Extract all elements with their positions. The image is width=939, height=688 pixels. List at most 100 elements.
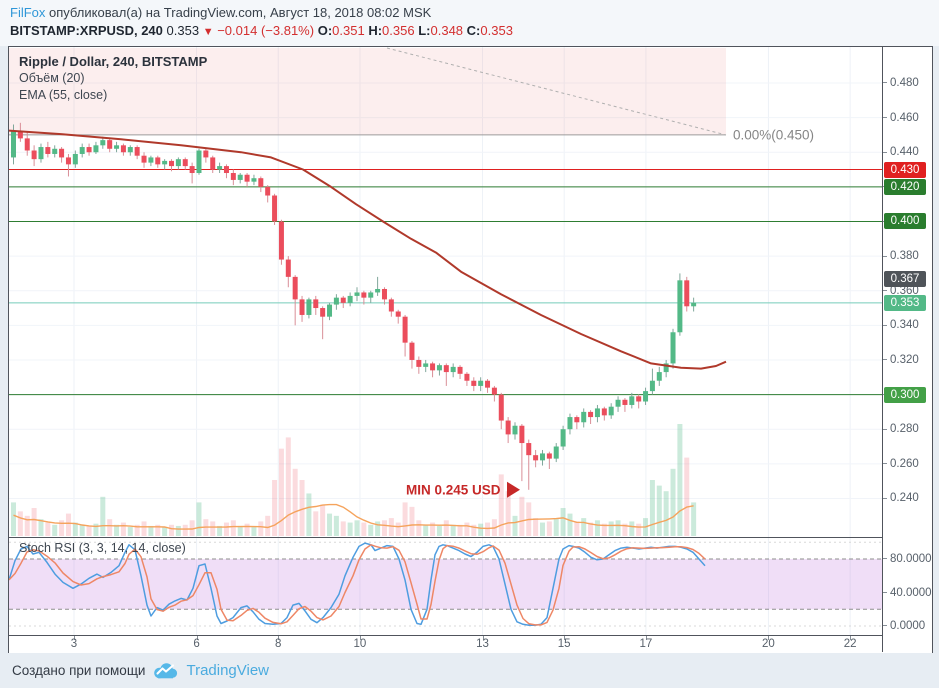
volume-bar [347, 522, 353, 536]
price-badge: 0.420 [884, 178, 926, 195]
volume-bar [272, 480, 278, 536]
candle-body [663, 363, 669, 373]
volume-bar [395, 522, 401, 536]
candle-body [526, 443, 532, 456]
candle-body [457, 366, 463, 374]
tradingview-brand-link[interactable]: TradingView [186, 661, 270, 679]
candle-body [100, 140, 106, 146]
candle-body [608, 406, 614, 416]
volume-bar [278, 448, 284, 536]
volume-bar [244, 523, 250, 536]
tradingview-logo-icon[interactable] [152, 661, 179, 680]
volume-bar [86, 525, 92, 536]
publication-byline: FilFox опубликовал(а) на TradingView.com… [10, 5, 431, 20]
volume-bar [148, 525, 154, 536]
volume-bar [72, 522, 78, 536]
volume-bar [230, 520, 236, 536]
candle-body [381, 288, 387, 300]
candle-body [553, 446, 559, 459]
candle-body [622, 399, 628, 405]
main-plot-svg[interactable]: 0.00%(0.450) MIN 0.245 USD [9, 47, 882, 537]
candle-body [436, 365, 442, 371]
candle-body [217, 166, 223, 170]
price-badge: 0.353 [884, 294, 926, 311]
time-axis[interactable]: 3 6 8 10 13 15 17 20 22 [9, 635, 932, 653]
candle-body [581, 411, 587, 423]
publication-header: FilFox опубликовал(а) на TradingView.com… [0, 0, 939, 46]
candle-body [127, 147, 133, 153]
time-tick-label: 13 [476, 638, 489, 650]
footer: Создано при помощи TradingView [12, 658, 269, 682]
candle-body [512, 425, 518, 435]
min-price-annotation: MIN 0.245 USD [406, 482, 501, 497]
price-axis[interactable]: 0.480 0.460 0.440 0.420 0.400 0.380 0.360 0.340… [882, 47, 932, 652]
candle-body [691, 302, 697, 307]
volume-bar [512, 515, 518, 536]
volume-bar [622, 523, 628, 536]
candle-body [395, 311, 401, 317]
candle-body [588, 411, 594, 418]
time-tick-mark [645, 636, 647, 640]
volume-bar [217, 525, 223, 536]
volume-bar [684, 457, 690, 536]
volume-bar [107, 519, 113, 536]
candle-body [677, 280, 683, 333]
candle-body [574, 417, 580, 423]
symbol-ohlc-line: BITSTAMP:XRPUSD, 240 0.353 ▼ −0.014 (−3.… [10, 23, 513, 38]
price-tick: 0.320 [883, 353, 919, 367]
volume-bar [464, 522, 470, 536]
volume-bar [677, 424, 683, 536]
candle-body [430, 363, 436, 371]
volume-bar [265, 515, 271, 536]
volume-bar [189, 520, 195, 536]
candle-body [485, 380, 491, 388]
candle-body [313, 299, 319, 309]
volume-bar [478, 523, 484, 536]
stoch-indicator-label[interactable]: Stoch RSI (3, 3, 14, 14, close) [19, 541, 186, 555]
volume-bar [608, 521, 614, 536]
volume-bar [649, 480, 655, 536]
candle-body [237, 174, 243, 180]
candle-body [79, 147, 85, 154]
volume-bar [594, 520, 600, 536]
stoch-tick: 80.0000 [883, 552, 932, 566]
volume-bar [306, 493, 312, 536]
candle-body [491, 387, 497, 395]
volume-bar [629, 521, 635, 536]
candle-body [560, 429, 566, 447]
time-tick-label: 20 [762, 638, 775, 650]
volume-bar [45, 522, 51, 536]
time-tick-mark [196, 636, 198, 640]
legend-volume[interactable]: Объём (20) [19, 71, 85, 85]
price-change: −0.014 (−3.81%) [217, 23, 315, 38]
volume-bar [691, 502, 697, 536]
legend-ema[interactable]: EMA (55, close) [19, 88, 108, 102]
candle-body [38, 147, 44, 160]
candle-body [402, 316, 408, 343]
candle-body [86, 147, 92, 153]
volume-bar [505, 491, 511, 536]
volume-bar [471, 524, 477, 536]
candle-body [340, 297, 346, 303]
volume-bar [361, 522, 367, 536]
candle-body [519, 425, 525, 444]
candle-body [292, 276, 298, 300]
candle-body [107, 140, 113, 149]
pane-separator[interactable] [9, 537, 932, 538]
time-tick-label: 17 [639, 638, 653, 650]
legend-title[interactable]: Ripple / Dollar, 240, BITSTAMP [19, 54, 208, 69]
time-tick-mark [850, 636, 852, 640]
candle-body [409, 342, 415, 360]
volume-bar [409, 506, 415, 536]
volume-bar [120, 522, 126, 536]
candle-body [333, 297, 339, 305]
price-tick: 0.440 [883, 145, 919, 159]
chart-legend: Ripple / Dollar, 240, BITSTAMP Объём (20… [19, 53, 207, 104]
ema-line [9, 129, 727, 370]
volume-bar [423, 524, 429, 536]
volume-bar [237, 525, 243, 536]
stoch-plot-svg[interactable] [9, 537, 882, 635]
author-link[interactable]: FilFox [10, 5, 46, 20]
candle-body [196, 150, 202, 174]
volume-bar [416, 520, 422, 536]
